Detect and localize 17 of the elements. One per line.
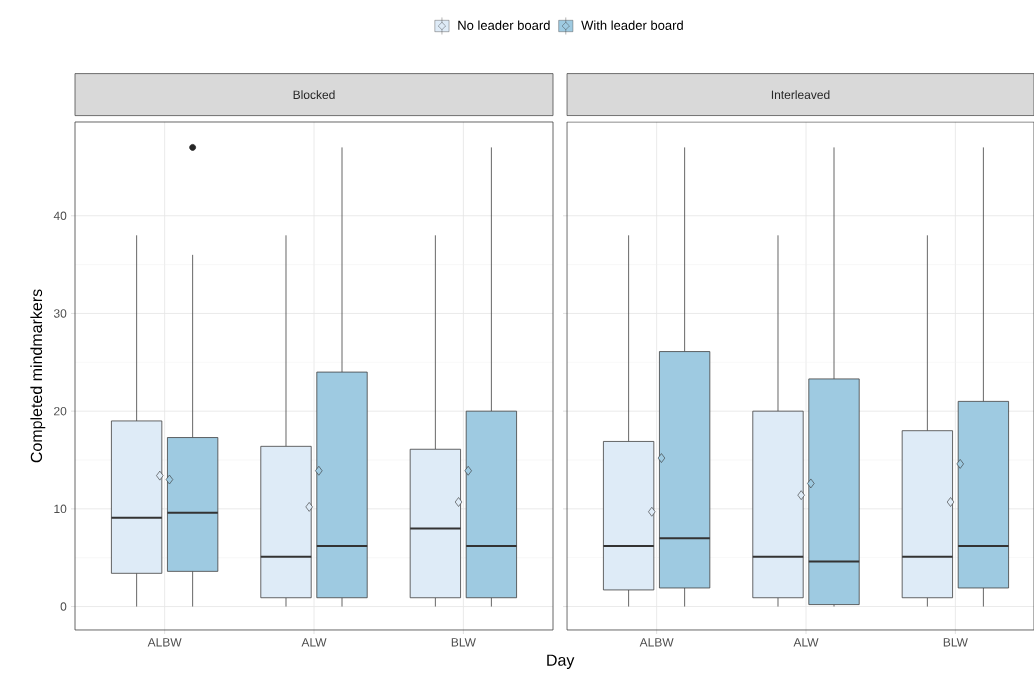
y-tick-label: 30 [53,309,67,318]
x-tick-label: ALW [301,638,327,647]
x-tick-label: BLW [451,638,476,647]
x-tick-label: ALBW [147,638,182,647]
y-tick-label: 20 [54,406,67,416]
y-tick-label: 10 [54,504,67,514]
x-axis-title: Day [547,654,575,669]
y-tick-label: 40 [53,211,67,221]
legend-label: With leader board [581,20,683,30]
x-tick-label: BLW [943,638,968,647]
legend-label: No leader board [458,20,550,30]
chart-title: Interleaved [771,90,830,99]
x-tick-label: ALBW [639,638,674,647]
x-tick-label: ALW [793,638,819,647]
chart-title: Blocked [293,90,335,99]
y-tick-label: 0 [60,602,67,611]
y-axis-title: Completed mindmarkers [30,289,46,463]
